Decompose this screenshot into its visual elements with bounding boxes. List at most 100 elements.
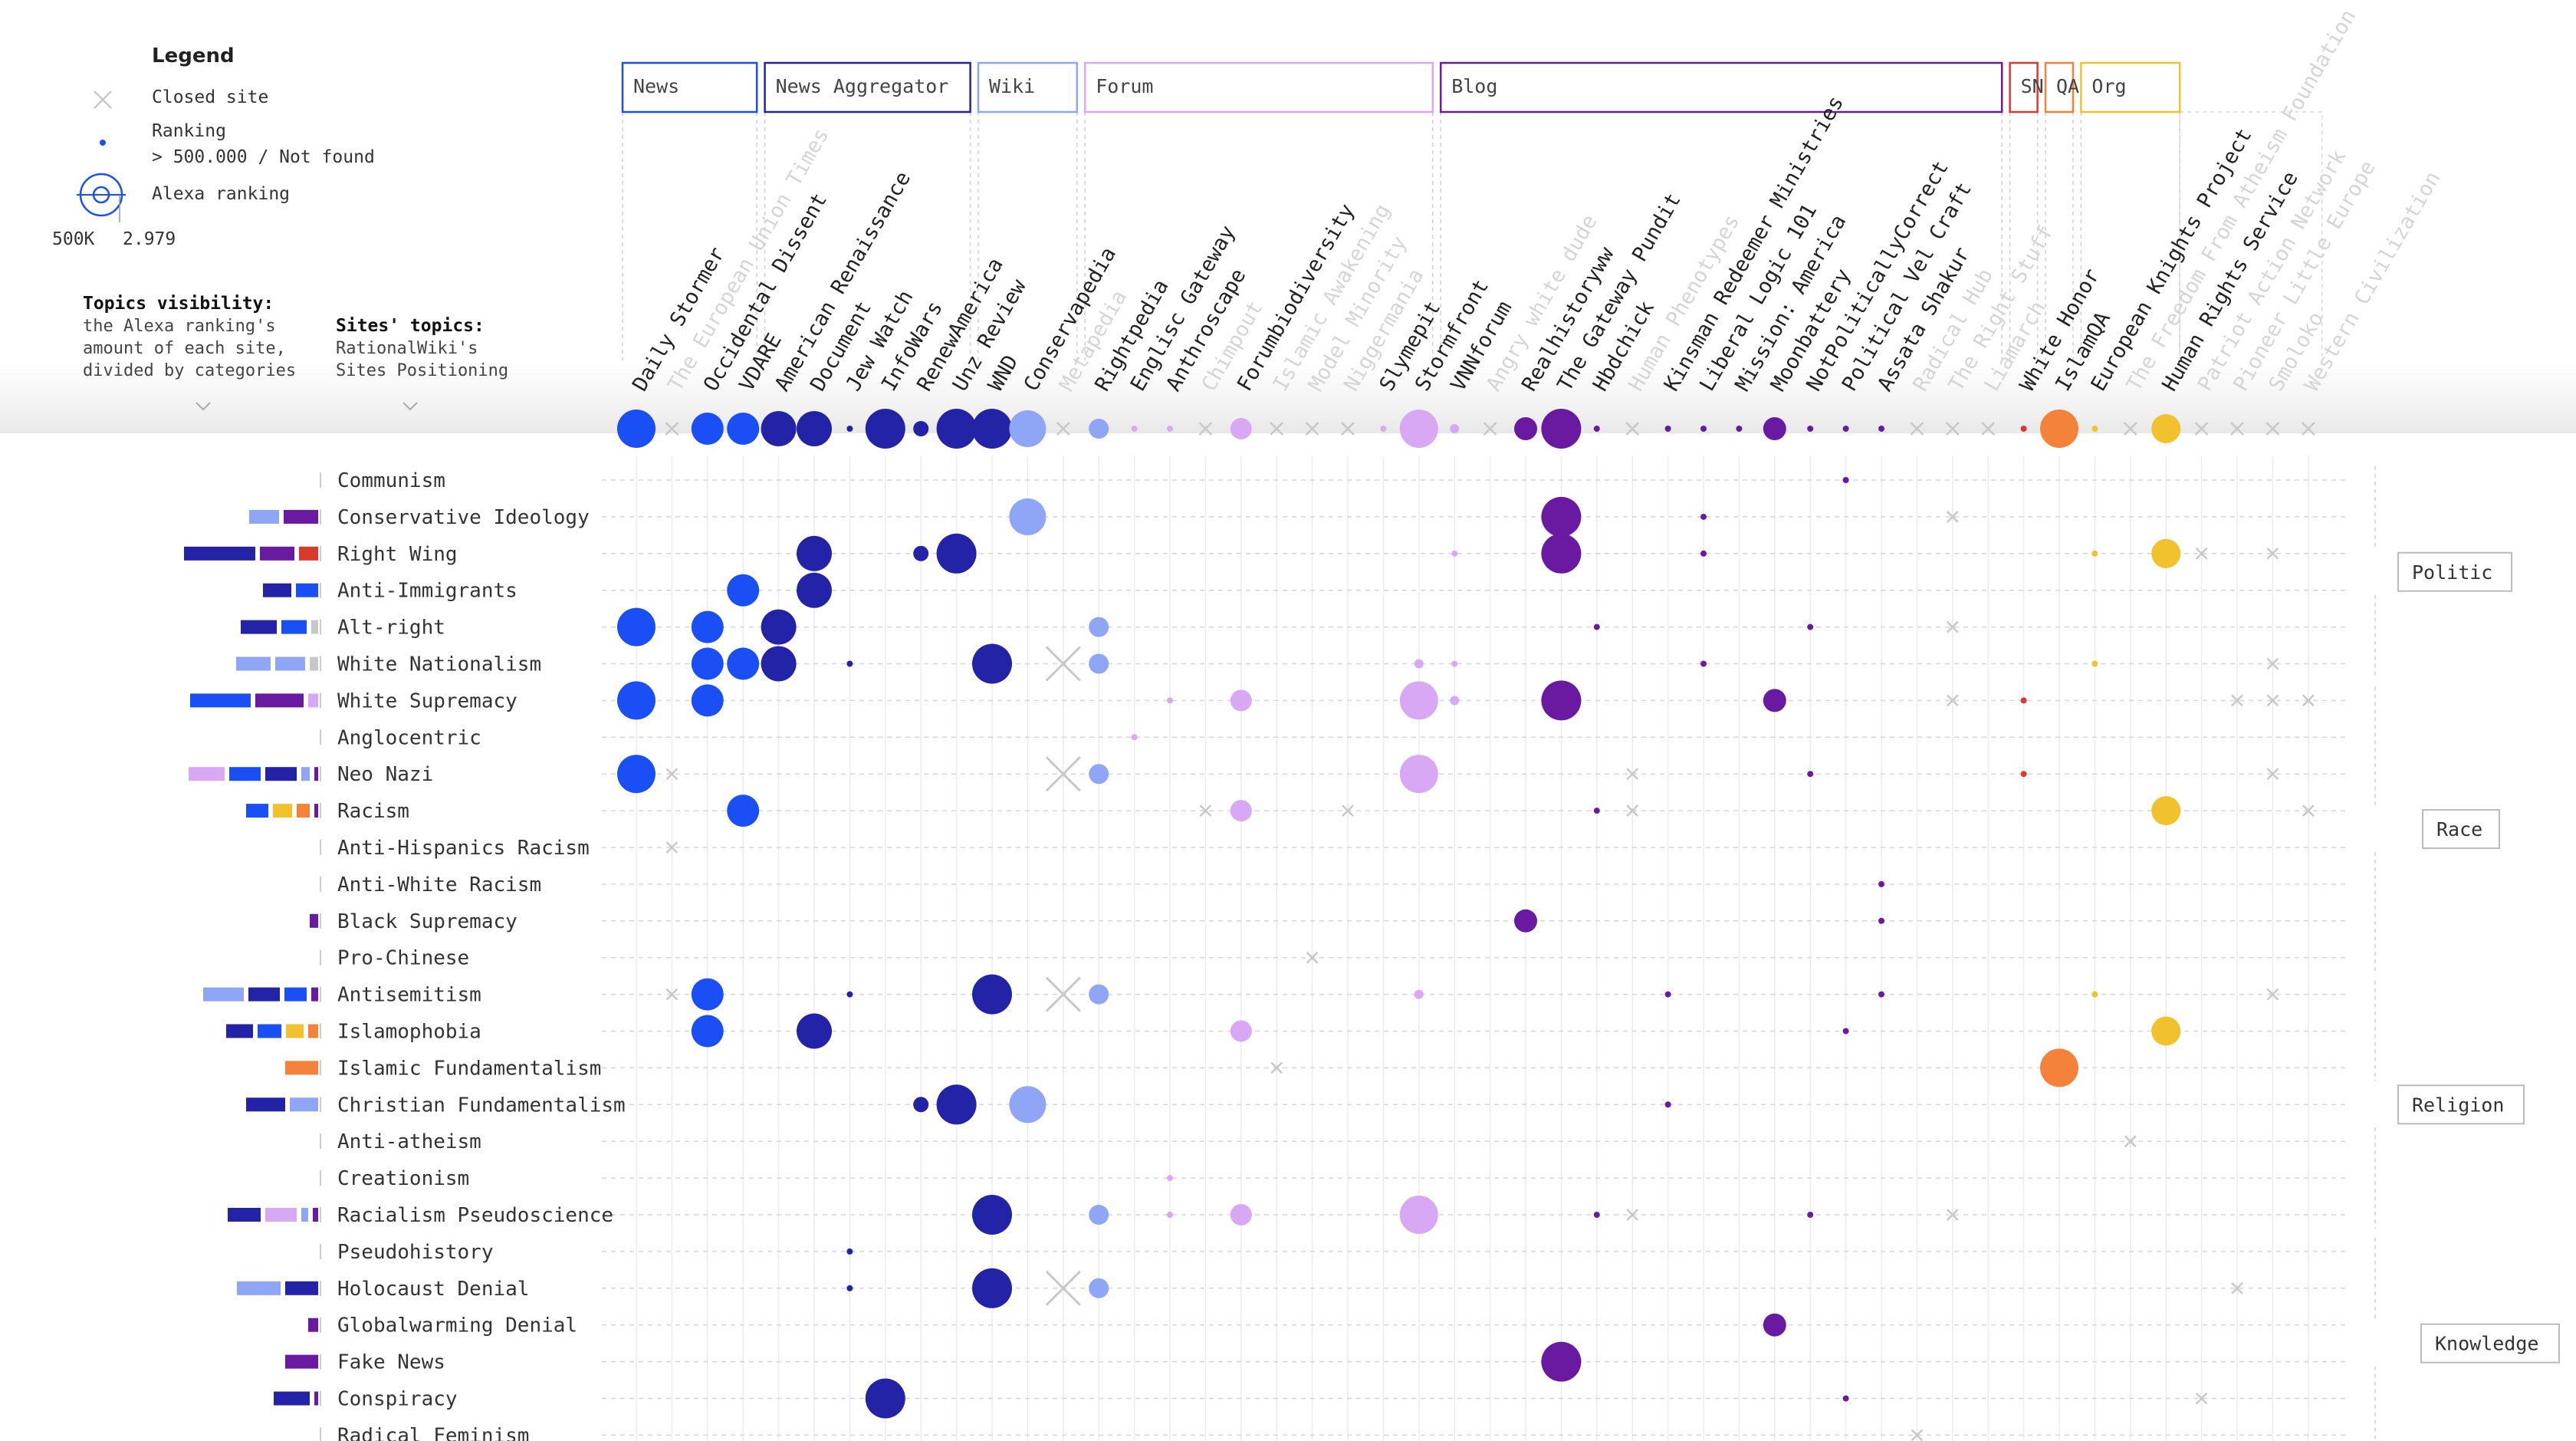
cell-point — [1451, 660, 1458, 667]
legend-closed-icon — [94, 90, 112, 109]
topic-label: Anti-atheism — [337, 1130, 481, 1153]
cell-closed-mark — [1626, 804, 1639, 817]
topic-label: Conspiracy — [337, 1388, 458, 1411]
cell-point — [1089, 1278, 1109, 1298]
legend-alexa-ranking: Alexa ranking — [152, 184, 291, 204]
topic-bar-segment — [285, 1061, 318, 1075]
topic-bar-segment — [290, 1097, 318, 1112]
site-status-point — [1131, 426, 1138, 432]
cell-point — [691, 1015, 724, 1048]
topic-label: Creationism — [337, 1167, 469, 1190]
cell-point — [727, 647, 760, 680]
cell-point — [617, 681, 656, 720]
cell-point — [2091, 550, 2098, 557]
cell-closed-mark — [1306, 951, 1319, 964]
cell-point — [727, 574, 760, 607]
cell-point — [1009, 1086, 1046, 1124]
category-box — [621, 61, 758, 114]
cell-point — [1399, 1196, 1438, 1234]
topics-visibility-note: Topics visibility: the Alexa ranking's a… — [83, 293, 296, 382]
topic-bar-segment — [314, 1391, 318, 1406]
cell-point — [617, 755, 656, 794]
topic-bar-segment — [190, 693, 251, 708]
group-box — [2397, 551, 2512, 592]
category-label: Forum — [1096, 75, 1153, 97]
topic-bar-segment — [310, 913, 318, 928]
cell-point — [846, 1248, 853, 1255]
cell-point — [846, 991, 853, 998]
cell-point — [1700, 513, 1707, 520]
site-status-point — [1089, 419, 1109, 439]
topics-visibility-title: Topics visibility: — [83, 294, 274, 314]
cell-point — [1131, 734, 1138, 741]
cell-point — [691, 610, 724, 643]
chevron-down-icon — [196, 402, 211, 411]
topic-bar-segment — [236, 656, 271, 671]
site-status-closed-mark — [1270, 422, 1284, 436]
topic-bar-segment — [237, 1281, 281, 1295]
topic-label: Alt-right — [337, 617, 445, 640]
group-box — [2397, 1084, 2525, 1125]
cell-point — [1009, 498, 1046, 535]
cell-closed-mark — [2266, 988, 2279, 1001]
site-status-closed-mark — [1981, 422, 1996, 436]
cell-point — [1089, 984, 1109, 1005]
topic-bar-segment — [285, 1354, 318, 1369]
cell-point — [797, 535, 832, 571]
cell-closed-mark — [1045, 1270, 1081, 1306]
category-label: SN — [2021, 75, 2044, 97]
topic-bar-segment — [189, 767, 225, 781]
site-status-closed-mark — [2230, 422, 2244, 436]
cell-point — [1664, 991, 1671, 998]
cell-closed-mark — [2266, 547, 2279, 560]
topic-label: White Nationalism — [337, 653, 541, 676]
cell-point — [761, 609, 797, 645]
cell-point — [1878, 917, 1884, 924]
topic-label: Black Supremacy — [337, 910, 518, 933]
group-box — [2420, 1323, 2560, 1364]
cell-point — [1167, 1175, 1173, 1182]
topic-label: Globalwarming Denial — [337, 1314, 577, 1337]
cell-closed-mark — [1045, 976, 1081, 1012]
site-status-point — [2020, 426, 2027, 432]
cell-point — [1807, 1212, 1814, 1218]
site-status-point — [1593, 426, 1600, 432]
site-status-closed-mark — [2301, 422, 2315, 436]
cell-point — [1230, 1204, 1252, 1226]
site-status-point — [797, 411, 832, 446]
site-status-point — [1009, 410, 1046, 447]
site-status-point — [1842, 426, 1849, 432]
site-status-closed-mark — [1945, 422, 1960, 436]
category-label: Org — [2091, 75, 2126, 97]
cell-closed-mark — [2195, 1392, 2208, 1405]
topic-label: Anti-White Racism — [337, 873, 541, 897]
site-status-point — [1763, 417, 1786, 440]
site-status-point — [761, 411, 797, 446]
cell-closed-mark — [2266, 657, 2279, 670]
cell-point — [1089, 653, 1109, 674]
category-label: News Aggregator — [776, 75, 949, 97]
group-label: Race — [2436, 818, 2482, 841]
topic-bar-segment — [311, 620, 318, 634]
cell-point — [1700, 550, 1707, 557]
cell-closed-mark — [1946, 694, 1959, 707]
category-label: Blog — [1451, 75, 1497, 97]
topic-bar-segment — [258, 1024, 281, 1038]
cell-point — [1450, 696, 1460, 706]
topic-bar-segment — [229, 767, 261, 781]
topic-label: Antisemitism — [337, 984, 481, 1007]
cell-point — [1700, 660, 1707, 667]
category-box — [2080, 61, 2181, 114]
cell-point — [1089, 764, 1109, 785]
site-status-closed-mark — [1341, 422, 1355, 436]
topic-label: Anglocentric — [337, 726, 481, 749]
site-status-point — [936, 409, 977, 449]
topic-bar-segment — [275, 656, 305, 671]
topic-bar-segment — [226, 1024, 253, 1038]
sites-topics-note: Sites' topics: RationalWiki's Sites Posi… — [336, 315, 508, 382]
topic-label: Pseudohistory — [337, 1241, 494, 1264]
site-status-point — [865, 409, 905, 449]
topics-visibility-line-1: the Alexa ranking's — [83, 317, 276, 336]
cell-point — [913, 545, 929, 561]
